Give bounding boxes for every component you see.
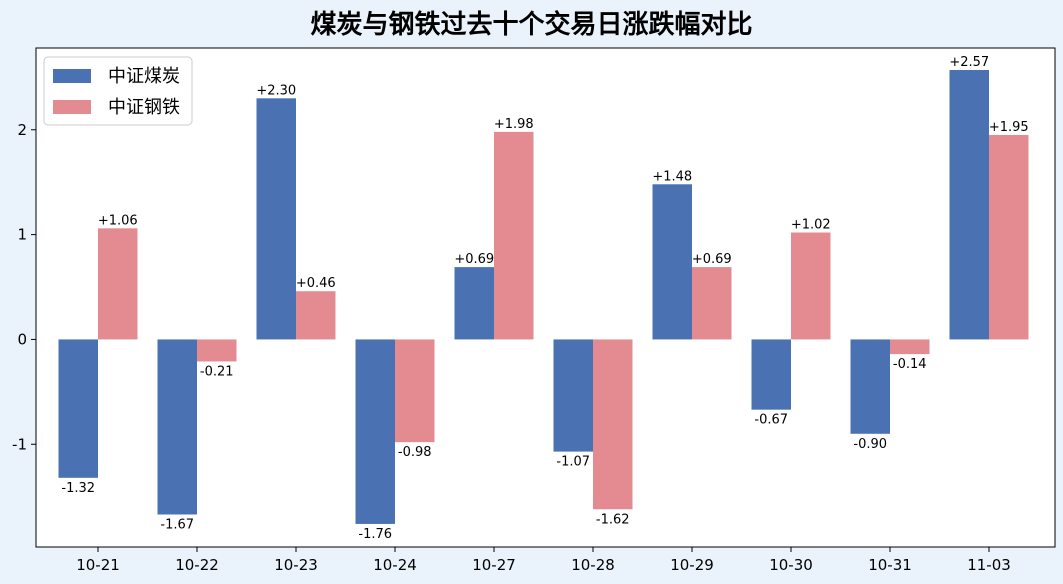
x-tick-label: 10-31	[868, 556, 912, 574]
bar-steel-10-23[interactable]	[296, 291, 336, 340]
x-tick-label: 10-22	[175, 556, 219, 574]
bar-steel-10-27[interactable]	[494, 131, 534, 340]
bar-steel-11-03[interactable]	[989, 135, 1029, 340]
data-label: -1.32	[61, 481, 95, 496]
plot-area	[36, 48, 1055, 547]
legend-swatch-steel	[53, 100, 91, 114]
data-label: -1.07	[556, 455, 590, 470]
data-label: +1.06	[98, 213, 138, 228]
data-label: +1.95	[989, 120, 1029, 135]
x-tick-label: 10-24	[373, 556, 417, 574]
data-label: -0.90	[853, 437, 887, 452]
x-tick-label: 10-28	[571, 556, 615, 574]
bar-steel-10-28[interactable]	[593, 339, 633, 510]
bar-coal-10-29[interactable]	[652, 184, 693, 340]
bar-coal-10-23[interactable]	[256, 98, 297, 340]
bar-steel-10-22[interactable]	[197, 339, 237, 362]
data-label: +0.69	[692, 252, 732, 267]
data-label: +2.57	[949, 55, 989, 70]
x-tick-label: 10-27	[472, 556, 516, 574]
data-label: -0.98	[398, 445, 432, 460]
bar-steel-10-21[interactable]	[98, 228, 138, 340]
data-label: -1.62	[596, 512, 630, 527]
plot-frame	[35, 47, 1056, 548]
chart-title: 煤炭与钢铁过去十个交易日涨跌幅对比	[310, 10, 753, 40]
x-tick-label: 10-23	[274, 556, 318, 574]
legend-swatch-coal	[53, 69, 91, 83]
data-label: +1.98	[494, 117, 534, 132]
y-tick-label: 0	[17, 330, 27, 348]
data-label: -0.21	[200, 364, 234, 379]
data-label: +1.48	[652, 169, 692, 184]
x-tick-label: 10-21	[76, 556, 120, 574]
data-label: -0.67	[754, 413, 788, 428]
bar-coal-10-31[interactable]	[850, 339, 891, 434]
bar-steel-10-31[interactable]	[890, 339, 930, 355]
data-label: -1.76	[358, 527, 392, 542]
bar-steel-10-30[interactable]	[791, 232, 831, 340]
x-tick-label: 10-30	[769, 556, 813, 574]
data-label: -0.14	[893, 357, 927, 372]
y-tick-label: 2	[17, 121, 27, 139]
data-label: +1.02	[791, 218, 831, 233]
bar-coal-10-22[interactable]	[157, 339, 198, 515]
bar-steel-10-24[interactable]	[395, 339, 435, 443]
x-tick-label: 11-03	[967, 556, 1011, 574]
bar-coal-10-24[interactable]	[355, 339, 396, 524]
bar-coal-11-03[interactable]	[949, 70, 990, 340]
x-tick-label: 10-29	[670, 556, 714, 574]
bar-coal-10-27[interactable]	[454, 267, 495, 340]
legend-label-steel: 中证钢铁	[108, 97, 180, 118]
y-tick-label: 1	[17, 226, 27, 244]
bar-coal-10-21[interactable]	[58, 339, 99, 478]
data-label: +0.46	[296, 276, 336, 291]
bar-steel-10-29[interactable]	[692, 267, 732, 340]
y-tick-label: -1	[12, 435, 27, 453]
bar-coal-10-28[interactable]	[553, 339, 594, 452]
bar-coal-10-30[interactable]	[751, 339, 792, 410]
data-label: +0.69	[454, 252, 494, 267]
legend-label-coal: 中证煤炭	[108, 66, 180, 87]
data-label: +2.30	[256, 83, 296, 98]
data-label: -1.67	[160, 518, 194, 533]
